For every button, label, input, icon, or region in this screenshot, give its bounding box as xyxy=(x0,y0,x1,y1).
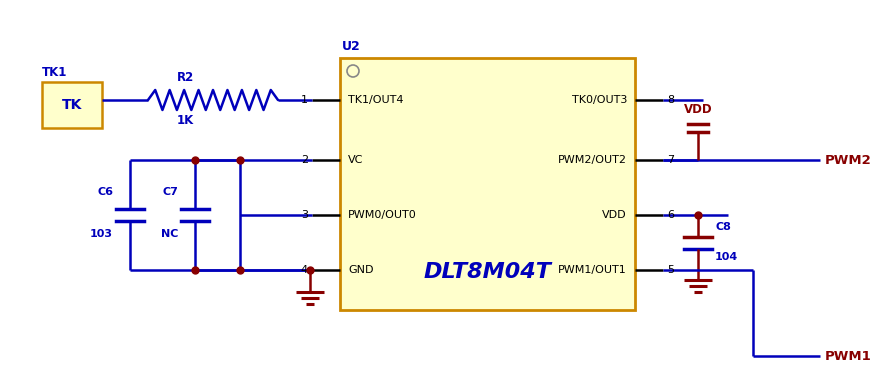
Text: 4: 4 xyxy=(301,265,308,275)
Text: PWM2/OUT2: PWM2/OUT2 xyxy=(558,155,627,165)
Text: 1: 1 xyxy=(301,95,308,105)
Text: DLT8M04T: DLT8M04T xyxy=(423,262,552,282)
Text: NC: NC xyxy=(161,229,178,239)
Text: 2: 2 xyxy=(301,155,308,165)
Bar xyxy=(42,82,102,128)
Text: 7: 7 xyxy=(667,155,674,165)
Text: 104: 104 xyxy=(715,253,738,263)
Text: C7: C7 xyxy=(162,187,178,197)
Text: PWM1/OUT1: PWM1/OUT1 xyxy=(559,265,627,275)
Text: 8: 8 xyxy=(667,95,674,105)
Text: PWM1: PWM1 xyxy=(825,349,872,362)
Text: VDD: VDD xyxy=(602,210,627,220)
Text: TK: TK xyxy=(62,98,82,112)
Text: GND: GND xyxy=(348,265,374,275)
Text: C6: C6 xyxy=(97,187,113,197)
Bar xyxy=(340,58,635,310)
Text: U2: U2 xyxy=(342,40,361,53)
Text: 5: 5 xyxy=(667,265,674,275)
Text: PWM2: PWM2 xyxy=(825,154,872,167)
Text: TK1: TK1 xyxy=(42,66,67,79)
Text: 1K: 1K xyxy=(177,114,194,127)
Text: TK1/OUT4: TK1/OUT4 xyxy=(348,95,403,105)
Text: 6: 6 xyxy=(667,210,674,220)
Text: VC: VC xyxy=(348,155,363,165)
Text: VDD: VDD xyxy=(683,103,713,116)
Text: 103: 103 xyxy=(90,229,113,239)
Text: C8: C8 xyxy=(715,222,731,232)
Text: R2: R2 xyxy=(177,71,194,84)
Text: TK0/OUT3: TK0/OUT3 xyxy=(572,95,627,105)
Text: PWM0/OUT0: PWM0/OUT0 xyxy=(348,210,416,220)
Text: 3: 3 xyxy=(301,210,308,220)
